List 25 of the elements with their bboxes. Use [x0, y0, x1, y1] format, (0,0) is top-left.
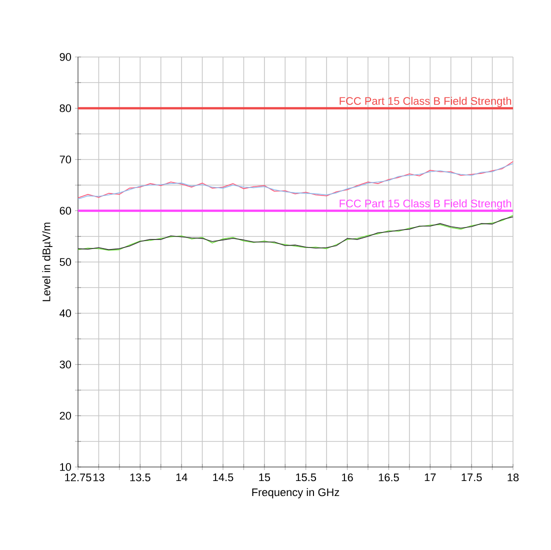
x-tick-label: 14.5 — [213, 474, 234, 482]
y-tick-label: 80 — [60, 104, 72, 112]
ref-line-label: FCC Part 15 Class B Field Strength — [340, 96, 512, 108]
y-tick-label: 90 — [60, 53, 72, 61]
y-tick-label: 50 — [60, 258, 72, 266]
x-tick-label: 16 — [342, 474, 353, 482]
x-tick-label: 14 — [176, 474, 188, 482]
x-tick-label: 13 — [93, 474, 104, 482]
x-tick-label: 12.75 — [65, 474, 92, 482]
y-tick-label: 10 — [60, 463, 72, 471]
y-tick-label: 70 — [60, 156, 72, 164]
x-tick-label: 17 — [424, 474, 436, 482]
y-tick-label: 60 — [60, 206, 72, 215]
x-tick-label: 15.5 — [296, 474, 316, 482]
ref-line-label: FCC Part 15 Class B Field Strength — [340, 199, 512, 210]
x-tick-label: 16.5 — [378, 474, 399, 482]
y-tick-label: 30 — [60, 360, 72, 368]
x-tick-label: 18 — [508, 474, 519, 482]
y-axis-title: Level in dBµV/m — [42, 222, 52, 302]
x-tick-label: 15 — [259, 474, 270, 482]
y-tick-label: 40 — [60, 309, 72, 318]
x-axis-title: Frequency in GHz — [252, 488, 340, 498]
x-tick-label: 17.5 — [462, 474, 482, 482]
y-tick-label: 20 — [60, 412, 72, 420]
x-tick-label: 13.5 — [130, 474, 150, 482]
